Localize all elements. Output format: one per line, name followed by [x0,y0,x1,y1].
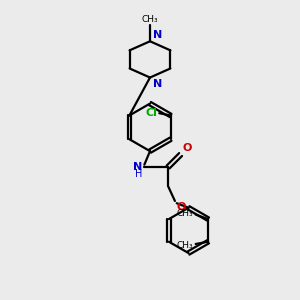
Text: N: N [133,162,142,172]
Text: O: O [182,143,192,153]
Text: Cl: Cl [145,108,157,118]
Text: H: H [135,169,142,179]
Text: N: N [153,30,162,40]
Text: CH₃: CH₃ [142,15,158,24]
Text: CH₃: CH₃ [177,209,194,218]
Text: CH₃: CH₃ [177,241,194,250]
Text: N: N [153,79,162,89]
Text: O: O [177,202,186,212]
